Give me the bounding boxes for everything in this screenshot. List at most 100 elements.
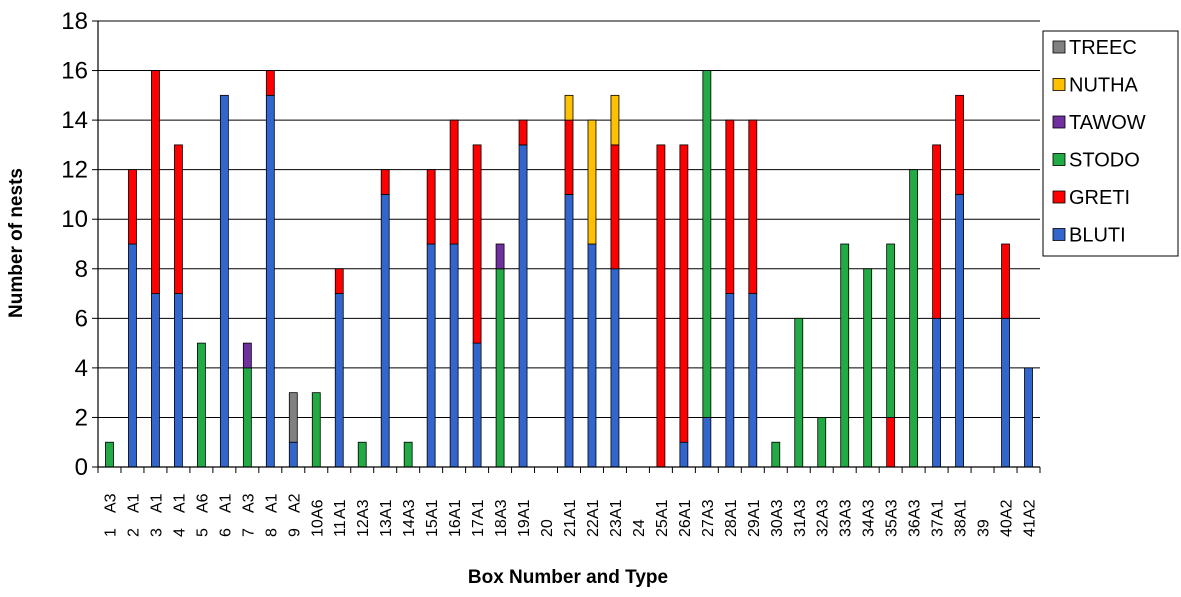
bar-segment-greti bbox=[174, 144, 183, 294]
bar-segment-bluti bbox=[1001, 317, 1010, 468]
bar-segment-bluti bbox=[334, 293, 344, 468]
legend-swatch-treec bbox=[1052, 40, 1066, 54]
bar-segment-bluti bbox=[725, 293, 735, 468]
box-number: 21 bbox=[562, 519, 579, 537]
bar-segment-stodo bbox=[840, 243, 850, 468]
y-tick-label: 0 bbox=[75, 454, 88, 481]
bar-segment-stodo bbox=[909, 169, 919, 468]
bar-segment-greti bbox=[564, 119, 574, 195]
box-number: 1 bbox=[102, 528, 119, 537]
box-number: 19 bbox=[516, 519, 533, 537]
box-type: A3 bbox=[907, 499, 924, 519]
x-tick-label: 2 A1 bbox=[125, 493, 142, 537]
bar-segment-greti bbox=[334, 268, 344, 294]
bar-segment-bluti bbox=[380, 194, 390, 468]
box-type: A1 bbox=[125, 493, 142, 513]
x-tick-label: 30A3 bbox=[769, 499, 786, 537]
y-tick-label: 12 bbox=[61, 157, 88, 184]
legend-swatch-bluti bbox=[1052, 228, 1066, 241]
box-type: A3 bbox=[401, 499, 418, 519]
box-type: A1 bbox=[447, 499, 464, 519]
bar-segment-stodo bbox=[886, 243, 896, 418]
box-type: A1 bbox=[516, 499, 533, 519]
box-type: A3 bbox=[355, 499, 372, 519]
x-tick-label: 24 bbox=[631, 519, 648, 537]
box-number: 28 bbox=[723, 519, 740, 537]
bar-segment-bluti bbox=[564, 194, 574, 468]
bar-segment-greti bbox=[426, 169, 436, 245]
legend-label-stodo: STODO bbox=[1069, 150, 1140, 172]
box-number: 37 bbox=[930, 519, 947, 537]
bar-segment-greti bbox=[725, 119, 735, 294]
box-type: A6 bbox=[194, 493, 211, 513]
box-number: 11 bbox=[332, 520, 349, 537]
bar-segment-nutha bbox=[564, 94, 574, 121]
bar-segment-stodo bbox=[357, 441, 367, 468]
y-tick-label: 4 bbox=[75, 355, 88, 382]
box-number: 29 bbox=[746, 519, 763, 537]
box-type: A1 bbox=[746, 499, 763, 519]
axes bbox=[97, 21, 1040, 468]
box-number: 6 bbox=[217, 528, 234, 537]
x-tick-label: 32A3 bbox=[815, 499, 832, 537]
y-tick-label: 2 bbox=[75, 404, 88, 431]
box-number: 13 bbox=[378, 519, 395, 537]
y-tick-label: 18 bbox=[61, 8, 88, 35]
x-tick-label: 39 bbox=[976, 519, 993, 537]
x-tick-label: 31A3 bbox=[792, 499, 809, 537]
box-number: 33 bbox=[838, 519, 855, 537]
y-tick-label: 14 bbox=[61, 107, 88, 134]
box-number: 12 bbox=[355, 519, 372, 537]
box-type: A3 bbox=[769, 499, 786, 519]
legend-label-nutha: NUTHA bbox=[1069, 75, 1139, 97]
bar-segment-greti bbox=[656, 144, 666, 468]
box-number: 25 bbox=[654, 519, 671, 537]
box-number: 22 bbox=[585, 519, 602, 537]
bar-segment-bluti bbox=[702, 417, 712, 468]
box-number: 16 bbox=[447, 519, 464, 537]
legend-swatch-nutha bbox=[1052, 78, 1066, 91]
bar-segment-bluti bbox=[128, 243, 137, 468]
bar-segment-greti bbox=[886, 417, 896, 468]
box-number: 41 bbox=[1022, 519, 1039, 537]
bar-segment-bluti bbox=[748, 293, 758, 468]
x-tick-label: 21A1 bbox=[562, 499, 579, 537]
bar-segment-greti bbox=[748, 119, 758, 294]
x-tick-label: 40A2 bbox=[999, 499, 1016, 537]
bar-segment-bluti bbox=[219, 94, 229, 468]
x-tick-label: 1 A3 bbox=[102, 493, 119, 537]
box-number: 35 bbox=[884, 519, 901, 537]
bar-segment-stodo bbox=[311, 392, 321, 468]
bar-segment-stodo bbox=[105, 441, 114, 468]
bars bbox=[105, 70, 1033, 468]
x-tick-label: 14A3 bbox=[401, 499, 418, 537]
bar-segment-stodo bbox=[794, 317, 804, 468]
bar-segment-stodo bbox=[817, 417, 827, 468]
bar-segment-stodo bbox=[495, 268, 505, 468]
x-tick-label: 19A1 bbox=[516, 499, 533, 537]
x-tick-label: 25A1 bbox=[654, 499, 671, 537]
y-tick-label: 16 bbox=[61, 58, 88, 85]
legend-swatch-greti bbox=[1052, 190, 1066, 204]
box-type: A1 bbox=[654, 499, 671, 519]
box-number: 26 bbox=[677, 519, 694, 537]
x-tick-label: 17A1 bbox=[470, 499, 487, 537]
x-tick-label: 12A3 bbox=[355, 499, 372, 537]
bar-segment-greti bbox=[1001, 243, 1010, 319]
box-number: 9 bbox=[286, 528, 303, 537]
bar-segment-greti bbox=[449, 119, 459, 245]
box-type: A3 bbox=[884, 499, 901, 519]
x-tick-label: 3 A1 bbox=[148, 493, 165, 537]
legend-swatch-tawow bbox=[1052, 115, 1066, 129]
bar-segment-bluti bbox=[426, 243, 436, 468]
bar-segment-bluti bbox=[449, 243, 459, 468]
x-tick-label: 16A1 bbox=[447, 499, 464, 537]
bar-segment-bluti bbox=[932, 317, 942, 468]
bar-segment-stodo bbox=[403, 441, 413, 468]
box-number: 32 bbox=[815, 519, 832, 537]
bar-segment-bluti bbox=[587, 243, 597, 468]
x-tick-label: 6 A1 bbox=[217, 493, 234, 537]
x-tick-label: 5 A6 bbox=[194, 493, 211, 537]
bar-segment-greti bbox=[151, 70, 160, 294]
